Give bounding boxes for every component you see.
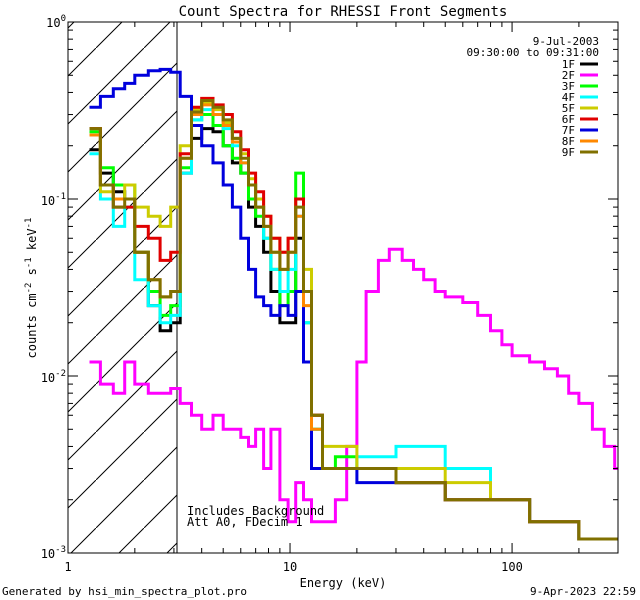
y-tick-label-1: 100 xyxy=(46,14,66,30)
x-tick-label-10: 10 xyxy=(283,560,297,574)
legend-label-7F: 7F xyxy=(562,124,575,137)
y-tick-label-0.01: 10-2 xyxy=(41,369,66,385)
legend-label-4F: 4F xyxy=(562,91,575,104)
chart-title: Count Spectra for RHESSI Front Segments xyxy=(179,4,508,20)
legend-label-6F: 6F xyxy=(562,113,575,126)
y-tick-label-0.001: 10-3 xyxy=(41,545,66,561)
legend-label-8F: 8F xyxy=(562,135,575,148)
footer-generated-by: Generated by hsi_min_spectra_plot.pro xyxy=(2,585,247,598)
series-line-5F xyxy=(89,101,618,541)
plot-frame xyxy=(67,21,619,554)
annotation-attenuator: Att A0, FDecim 1 xyxy=(187,515,303,529)
x-axis-label: Energy (keV) xyxy=(300,576,387,590)
time-range-label: 09:30:00 to 09:31:00 xyxy=(467,46,599,59)
legend-label-2F: 2F xyxy=(562,69,575,82)
legend-label-9F: 9F xyxy=(562,146,575,159)
legend-label-3F: 3F xyxy=(562,80,575,93)
footer-timestamp: 9-Apr-2023 22:59 xyxy=(530,585,636,598)
series-lines xyxy=(89,67,618,541)
y-axis-label: counts cm-2 s-1 keV-1 xyxy=(24,218,39,359)
x-tick-label-100: 100 xyxy=(501,560,523,574)
legend-label-5F: 5F xyxy=(562,102,575,115)
series-line-9F xyxy=(89,99,618,541)
series-line-7F xyxy=(89,67,618,541)
x-tick-label-1: 1 xyxy=(64,560,71,574)
date-label: 9-Jul-2003 xyxy=(533,35,599,48)
legend-label-1F: 1F xyxy=(562,58,575,71)
series-line-2F xyxy=(89,247,618,524)
axis-ticks xyxy=(67,21,619,554)
y-tick-label-0.1: 10-1 xyxy=(41,192,66,208)
annotation-background: Includes Background xyxy=(187,504,324,518)
